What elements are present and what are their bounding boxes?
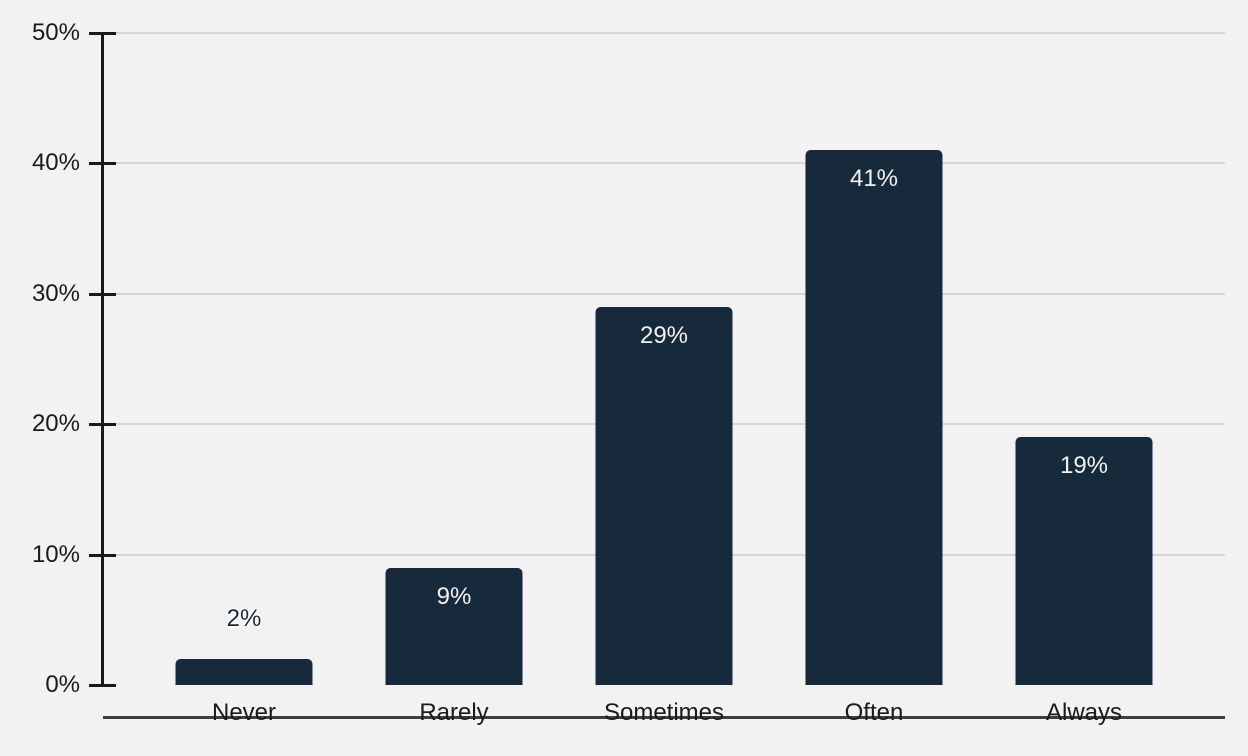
y-tick bbox=[89, 423, 116, 427]
y-tick bbox=[89, 162, 116, 166]
bar-value-label: 2% bbox=[226, 604, 262, 632]
x-category-label: Sometimes bbox=[603, 699, 725, 726]
y-tick-label: 30% bbox=[31, 279, 80, 307]
x-axis-line bbox=[103, 716, 1225, 719]
bar-slot: 2% bbox=[139, 33, 349, 685]
plot-area: 2% 9% 29% 41% 19% bbox=[89, 32, 1225, 719]
y-axis-line bbox=[101, 33, 104, 686]
bar-never: 2% bbox=[175, 605, 313, 685]
y-tick bbox=[89, 292, 116, 296]
x-category-label: Rarely bbox=[419, 699, 489, 726]
bar-slot: 19% bbox=[979, 33, 1189, 685]
y-tick-label: 10% bbox=[31, 540, 80, 568]
bar-rarely: 9% bbox=[385, 567, 523, 685]
y-tick-label: 40% bbox=[31, 149, 80, 177]
bar-often: 41% bbox=[805, 150, 943, 685]
gridline bbox=[103, 292, 1225, 295]
bar-sometimes: 29% bbox=[595, 306, 733, 685]
bar-value-label: 19% bbox=[1059, 452, 1109, 480]
bar-slot: 29% bbox=[559, 33, 769, 685]
bar-series: 2% 9% 29% 41% 19% bbox=[103, 33, 1225, 685]
y-tick-label: 0% bbox=[45, 671, 80, 698]
bar-slot: 9% bbox=[349, 33, 559, 685]
gridline bbox=[103, 32, 1225, 34]
bar-always: 19% bbox=[1015, 437, 1153, 685]
gridline bbox=[103, 162, 1225, 165]
x-category-label: Often bbox=[844, 699, 904, 726]
bar-value-label: 29% bbox=[639, 321, 689, 349]
x-category-label: Always bbox=[1045, 699, 1123, 726]
bar-value-label: 41% bbox=[849, 165, 899, 193]
y-tick-label: 20% bbox=[31, 410, 80, 438]
y-tick bbox=[89, 32, 116, 35]
y-tick bbox=[89, 684, 116, 687]
x-category-label: Never bbox=[211, 699, 277, 726]
y-tick-label: 50% bbox=[31, 19, 80, 46]
bar-value-label: 9% bbox=[436, 582, 472, 610]
bar-slot: 41% bbox=[769, 33, 979, 685]
y-tick bbox=[89, 553, 116, 557]
